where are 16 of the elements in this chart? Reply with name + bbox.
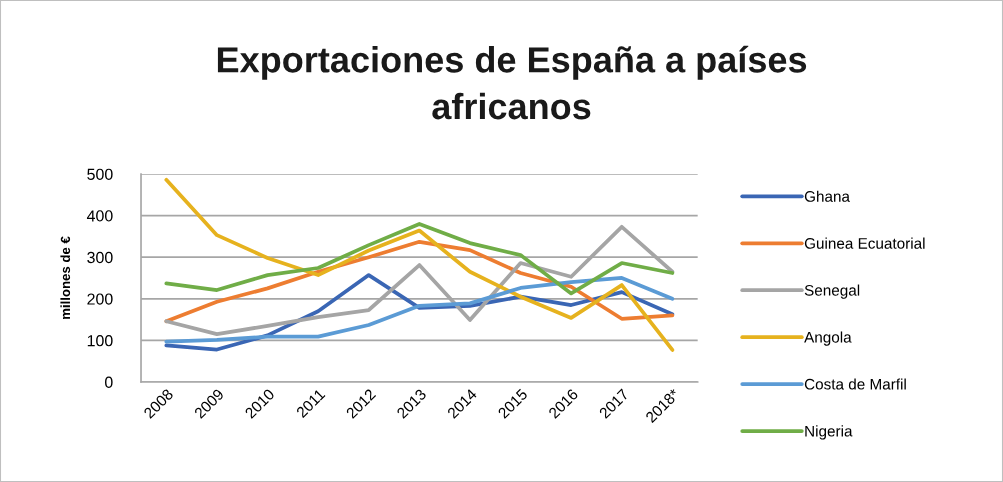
- legend-label: Angola: [804, 331, 852, 346]
- legend-label: Guinea Ecuatorial: [804, 237, 925, 249]
- y-tick-label: 300: [87, 251, 113, 264]
- y-tick-label: 200: [87, 293, 113, 305]
- legend-label: Nigeria: [805, 425, 853, 440]
- y-axis-title: millones de €: [60, 236, 71, 319]
- y-tick-label: 400: [86, 210, 113, 222]
- line-series: [164, 222, 675, 296]
- legend-label: Senegal: [804, 284, 860, 299]
- y-tick-label: 100: [87, 335, 113, 347]
- legend-label: Ghana: [804, 190, 850, 202]
- chart-title: Exportaciones de España a países africanos: [217, 45, 807, 120]
- line-series: [164, 177, 675, 352]
- legend-label: Costa de Marfil: [804, 378, 906, 390]
- y-tick-label: 500: [87, 168, 113, 180]
- y-tick-label: 0: [104, 376, 113, 388]
